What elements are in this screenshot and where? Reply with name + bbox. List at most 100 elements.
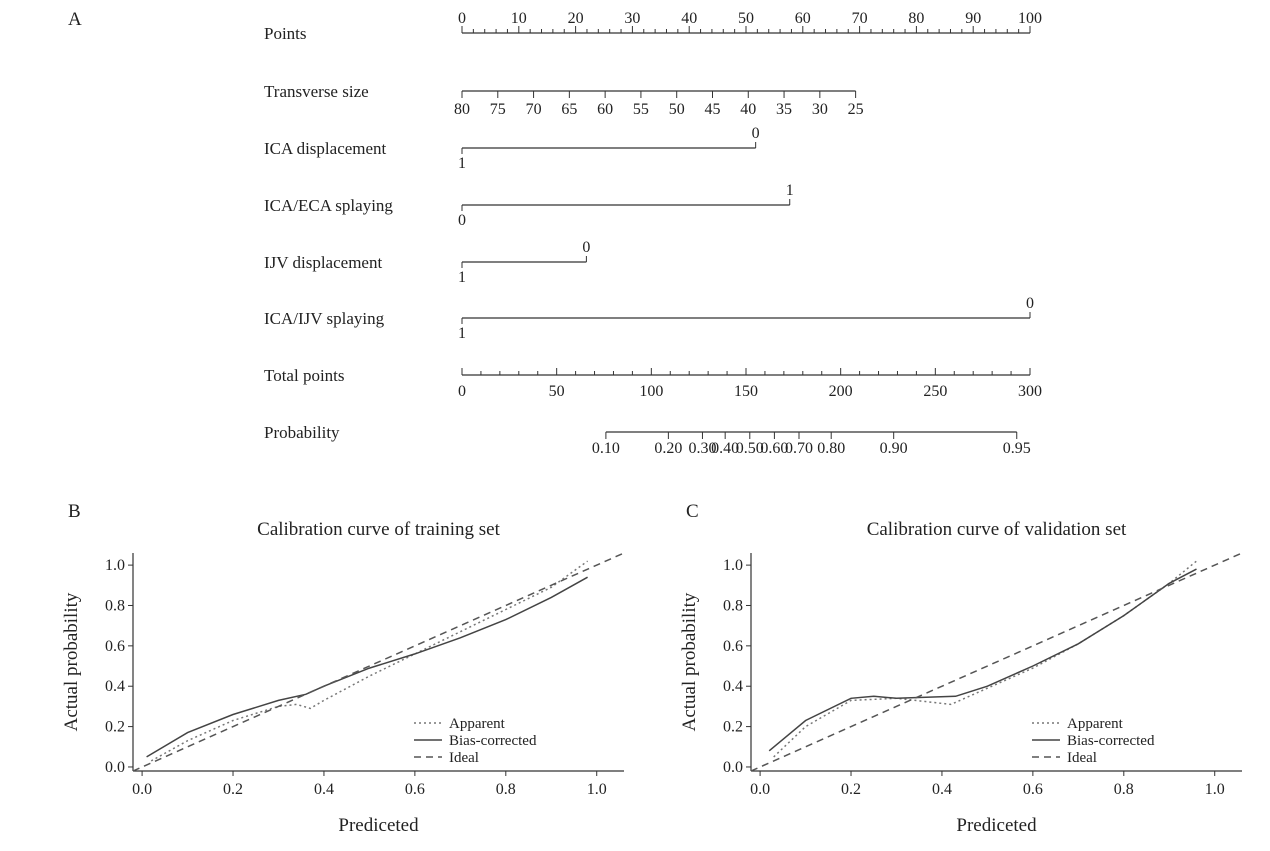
legend-label: Bias-corrected	[1067, 733, 1155, 749]
calibration-chart-training: Calibration curve of training set 0.0 0.2 0…	[61, 519, 625, 836]
points-tick-label: 40	[681, 10, 697, 27]
y-tick-label: 1.0	[723, 557, 743, 574]
probability-tick-label: 0.70	[785, 440, 813, 457]
series-line-dashed	[132, 552, 625, 772]
calibration-chart-validation: Calibration curve of validation set 0.0 0.…	[679, 519, 1243, 836]
probability-tick-label: 0.40	[711, 440, 739, 457]
transverse-size-tick-label: 55	[633, 101, 649, 118]
transverse-size-tick-label: 80	[454, 101, 470, 118]
binary-high-label: 0	[752, 125, 760, 142]
nomogram-row-label: Points	[264, 24, 307, 43]
points-tick-label: 20	[568, 10, 584, 27]
legend-label: Ideal	[449, 750, 479, 766]
y-tick-label: 0.2	[723, 719, 743, 736]
points-tick-label: 80	[908, 10, 924, 27]
y-tick-label: 0.4	[105, 678, 125, 695]
chart-title: Calibration curve of validation set	[867, 519, 1127, 540]
y-axis-label: Actual probability	[61, 592, 82, 731]
y-axis-label: Actual probability	[679, 592, 700, 731]
nomogram-row-label: Total points	[264, 366, 345, 385]
total-points-tick-label: 50	[549, 383, 565, 400]
x-tick-label: 0.0	[750, 781, 770, 798]
x-axis-label: Prediceted	[338, 815, 419, 836]
x-tick-label: 0.8	[496, 781, 516, 798]
series-line-solid	[146, 576, 588, 758]
x-tick-label: 1.0	[587, 781, 607, 798]
x-axis-label: Prediceted	[956, 815, 1037, 836]
series-line-dotted	[773, 560, 1197, 758]
binary-high-label: 0	[1026, 295, 1034, 312]
probability-tick-label: 0.30	[688, 440, 716, 457]
legend-label: Apparent	[449, 716, 506, 732]
total-points-tick-label: 100	[639, 383, 663, 400]
panel-c-label: C	[686, 501, 699, 522]
points-tick-label: 90	[965, 10, 981, 27]
y-tick-label: 0.8	[723, 597, 743, 614]
x-tick-label: 0.4	[314, 781, 334, 798]
probability-tick-label: 0.95	[1003, 440, 1031, 457]
series-line-dashed	[750, 552, 1243, 772]
transverse-size-tick-label: 75	[490, 101, 506, 118]
series-line-solid	[768, 568, 1197, 752]
probability-tick-label: 0.50	[736, 440, 764, 457]
transverse-size-tick-label: 25	[848, 101, 864, 118]
transverse-size-tick-label: 60	[597, 101, 613, 118]
probability-tick-label: 0.20	[654, 440, 682, 457]
y-tick-label: 0.8	[105, 597, 125, 614]
probability-tick-label: 0.90	[880, 440, 908, 457]
transverse-size-tick-label: 65	[561, 101, 577, 118]
points-tick-label: 60	[795, 10, 811, 27]
transverse-size-tick-label: 50	[669, 101, 685, 118]
panel-b-label: B	[68, 501, 81, 522]
total-points-tick-label: 0	[458, 383, 466, 400]
nomogram-row-label: Transverse size	[264, 82, 369, 101]
x-tick-label: 0.4	[932, 781, 952, 798]
probability-tick-label: 0.80	[817, 440, 845, 457]
series-line-dotted	[150, 560, 589, 762]
nomogram-row-label: IJV displacement	[264, 253, 382, 272]
total-points-tick-label: 200	[829, 383, 853, 400]
probability-tick-label: 0.60	[760, 440, 788, 457]
y-tick-label: 0.0	[105, 759, 125, 776]
points-tick-label: 70	[852, 10, 868, 27]
points-tick-label: 30	[624, 10, 640, 27]
transverse-size-tick-label: 70	[526, 101, 542, 118]
binary-low-label: 1	[458, 269, 466, 286]
binary-high-label: 0	[582, 239, 590, 256]
nomogram-row-label: ICA/IJV splaying	[264, 309, 385, 328]
nomogram-row-label: ICA/ECA splaying	[264, 196, 393, 215]
chart-title: Calibration curve of training set	[257, 519, 500, 540]
binary-low-label: 0	[458, 212, 466, 229]
x-tick-label: 0.6	[405, 781, 425, 798]
y-tick-label: 0.4	[723, 678, 743, 695]
total-points-tick-label: 150	[734, 383, 758, 400]
binary-low-label: 1	[458, 325, 466, 342]
points-tick-label: 50	[738, 10, 754, 27]
x-tick-label: 1.0	[1205, 781, 1225, 798]
points-tick-label: 10	[511, 10, 527, 27]
y-tick-label: 1.0	[105, 557, 125, 574]
total-points-tick-label: 300	[1018, 383, 1042, 400]
points-tick-label: 100	[1018, 10, 1042, 27]
binary-high-label: 1	[786, 182, 794, 199]
x-tick-label: 0.2	[841, 781, 861, 798]
x-tick-label: 0.0	[132, 781, 152, 798]
transverse-size-tick-label: 40	[740, 101, 756, 118]
nomogram-row-label: ICA displacement	[264, 139, 387, 158]
y-tick-label: 0.0	[723, 759, 743, 776]
legend-label: Bias-corrected	[449, 733, 537, 749]
transverse-size-tick-label: 45	[704, 101, 720, 118]
transverse-size-tick-label: 30	[812, 101, 828, 118]
x-tick-label: 0.6	[1023, 781, 1043, 798]
y-tick-label: 0.6	[105, 638, 125, 655]
probability-tick-label: 0.10	[592, 440, 620, 457]
x-tick-label: 0.8	[1114, 781, 1134, 798]
points-tick-label: 0	[458, 10, 466, 27]
legend-label: Apparent	[1067, 716, 1124, 732]
transverse-size-tick-label: 35	[776, 101, 792, 118]
total-points-tick-label: 250	[923, 383, 947, 400]
nomogram-row-label: Probability	[264, 423, 340, 442]
x-tick-label: 0.2	[223, 781, 243, 798]
